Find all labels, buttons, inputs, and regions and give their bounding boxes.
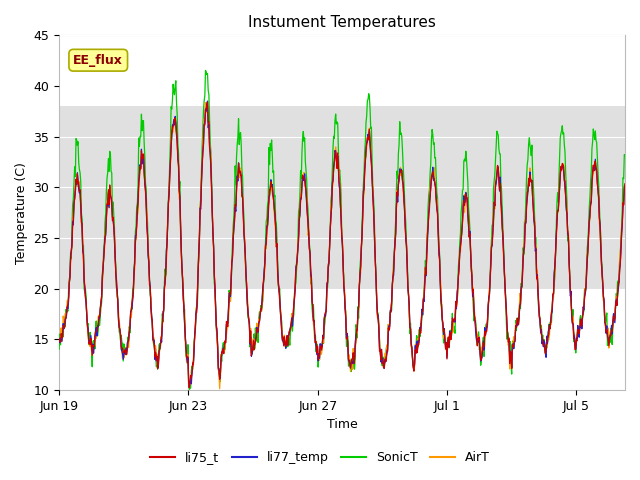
- Y-axis label: Temperature (C): Temperature (C): [15, 162, 28, 264]
- Bar: [59, 106, 625, 289]
- Text: EE_flux: EE_flux: [74, 54, 123, 67]
- X-axis label: Time: Time: [326, 419, 358, 432]
- Title: Instument Temperatures: Instument Temperatures: [248, 15, 436, 30]
- Legend: li75_t, li77_temp, SonicT, AirT: li75_t, li77_temp, SonicT, AirT: [145, 446, 495, 469]
